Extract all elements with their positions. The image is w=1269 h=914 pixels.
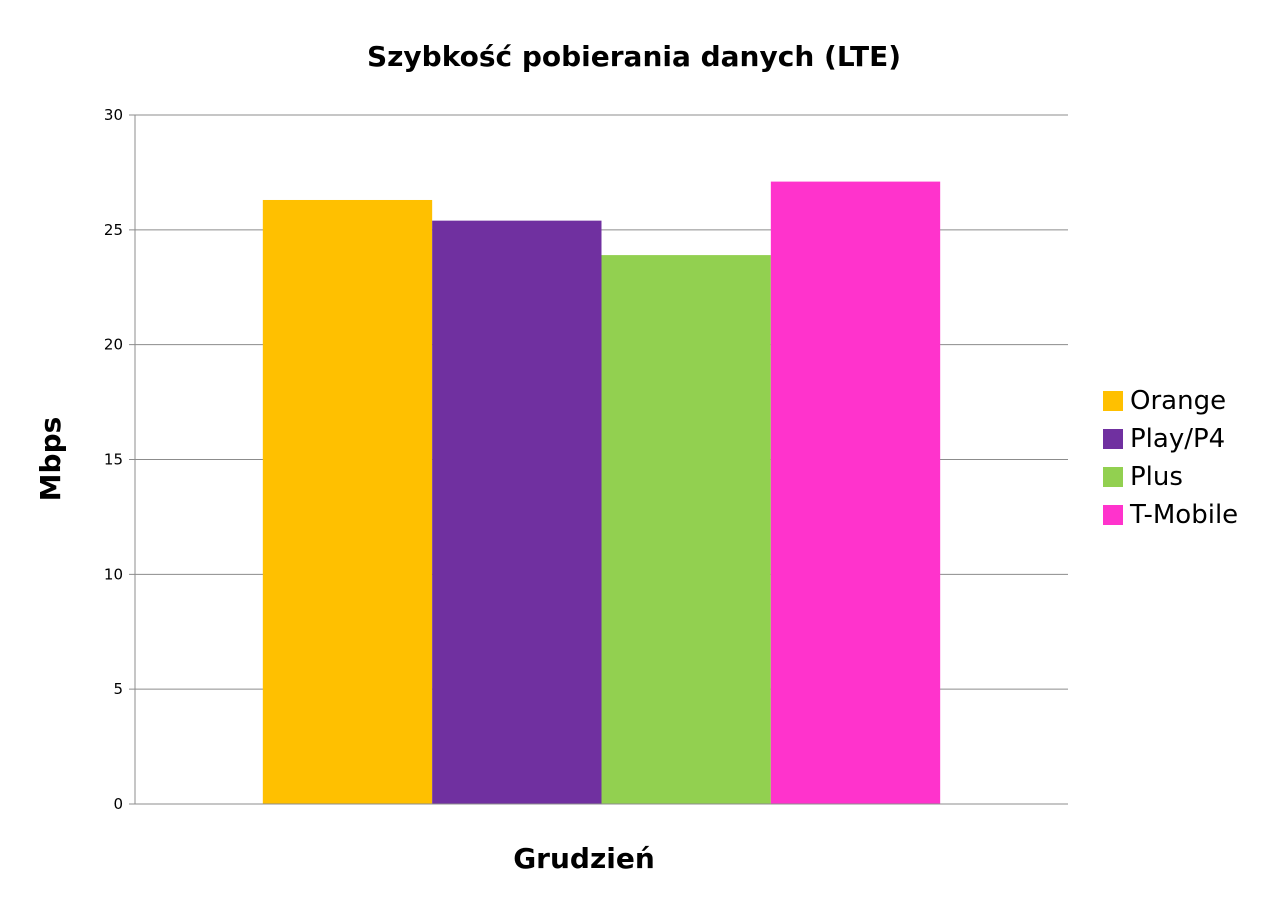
- legend-label: T-Mobile: [1129, 500, 1238, 530]
- y-tick-label: 10: [104, 565, 123, 583]
- bar-plus: [601, 255, 771, 804]
- bars: [262, 181, 941, 804]
- legend-label: Play/P4: [1130, 424, 1225, 454]
- y-tick-label: 15: [104, 451, 123, 469]
- axes: [134, 115, 1068, 805]
- bar-t-mobile: [770, 181, 941, 804]
- legend: Orange Play/P4 Plus T-Mobile: [1103, 386, 1238, 530]
- legend-swatch: [1103, 429, 1123, 449]
- legend-swatch: [1103, 505, 1123, 525]
- y-tick-label: 5: [113, 680, 123, 698]
- legend-swatch: [1103, 391, 1123, 411]
- legend-label: Orange: [1130, 386, 1226, 416]
- bar-play-p4: [432, 220, 602, 804]
- y-axis-title: Mbps: [34, 417, 67, 502]
- y-axis-ticks: 0 5 10 15 20 25 30: [104, 106, 123, 813]
- bar-orange: [262, 199, 433, 804]
- chart-title: Szybkość pobierania danych (LTE): [367, 40, 901, 73]
- y-tick-label: 30: [104, 106, 123, 124]
- y-tick-label: 20: [104, 336, 123, 354]
- y-tick-label: 25: [104, 221, 123, 239]
- y-tick-label: 0: [113, 795, 123, 813]
- legend-swatch: [1103, 467, 1123, 487]
- x-axis-title: Grudzień: [513, 842, 655, 875]
- legend-label: Plus: [1130, 462, 1183, 492]
